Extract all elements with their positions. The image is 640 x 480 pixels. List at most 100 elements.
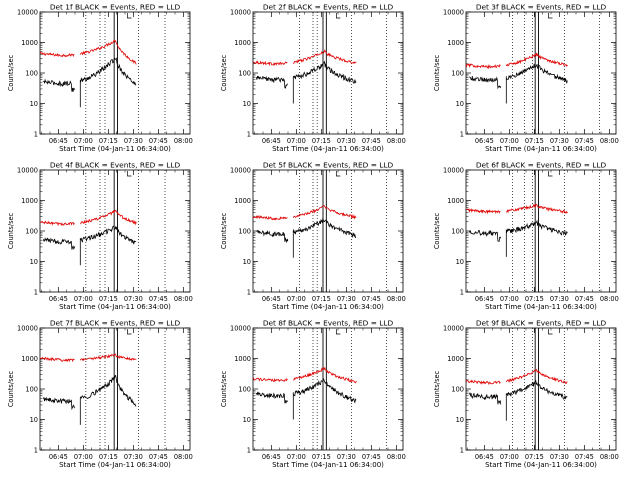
x-axis-label: Start Time (04-Jan-11 06:34:00)	[59, 461, 171, 469]
bracket-mark	[127, 329, 132, 335]
plot-frame	[465, 169, 617, 293]
panel-title: Det 8f BLACK = Events, RED = LLD	[263, 319, 394, 328]
x-axis-label: Start Time (04-Jan-11 06:34:00)	[59, 145, 171, 153]
series-red-lld	[252, 204, 357, 221]
y-tick-label: 100	[451, 69, 464, 77]
y-axis: 1 10 100 1000 10000	[230, 324, 403, 454]
x-tick-label: 07:30	[337, 453, 356, 461]
plot-frame	[39, 327, 191, 451]
series-red-lld	[252, 366, 357, 384]
x-tick-label: 07:00	[500, 137, 519, 145]
series-black-events	[256, 218, 357, 258]
y-axis: 1 10 100 1000 10000	[443, 8, 616, 138]
bracket-mark	[335, 13, 341, 19]
y-tick-label: 10000	[230, 324, 251, 332]
y-tick-label: 1	[460, 446, 464, 454]
panel-det-7: Det 7f BLACK = Events, RED = LLD 1 10 100 10…	[7, 319, 193, 470]
y-axis: 1 10 100 1000 10000	[443, 166, 616, 296]
y-tick-label: 1	[247, 446, 251, 454]
x-tick-label: 08:00	[174, 295, 193, 303]
series-black-events	[42, 225, 137, 266]
panel-title: Det 7f BLACK = Events, RED = LLD	[50, 319, 181, 328]
x-tick-label: 06:45	[262, 453, 281, 461]
x-tick-label: 07:45	[149, 137, 168, 145]
y-tick-label: 10000	[17, 8, 38, 16]
x-tick-label: 07:30	[124, 137, 143, 145]
x-tick-label: 07:15	[312, 295, 331, 303]
panel-det-3: Det 3f BLACK = Events, RED = LLD 1 10 100 10…	[433, 3, 619, 154]
y-axis-label: Counts/sec	[433, 54, 441, 91]
series-red-lld	[466, 203, 568, 215]
x-tick-label: 07:15	[312, 137, 331, 145]
y-axis: 1 10 100 1000 10000	[17, 166, 190, 296]
plot-frame	[465, 11, 617, 135]
x-tick-label: 06:45	[475, 453, 494, 461]
x-tick-label: 07:45	[575, 453, 594, 461]
x-tick-label: 08:00	[174, 453, 193, 461]
panel-det-9: Det 9f BLACK = Events, RED = LLD 1 10 100 10…	[433, 319, 619, 470]
y-axis-label: Counts/sec	[220, 212, 228, 249]
bracket-mark	[548, 171, 553, 177]
y-tick-label: 100	[25, 69, 38, 77]
x-tick-label: 06:45	[475, 295, 494, 303]
x-tick-label: 07:45	[362, 295, 381, 303]
plot-frame	[252, 11, 404, 135]
x-tick-label: 07:15	[312, 453, 331, 461]
y-axis: 1 10 100 1000 10000	[230, 8, 403, 138]
panel-title: Det 6f BLACK = Events, RED = LLD	[476, 161, 607, 170]
x-axis: 06:45 07:00 07:15 07:30 07:45 08:00	[41, 12, 193, 145]
y-tick-label: 1000	[447, 355, 464, 363]
x-tick-label: 07:45	[149, 295, 168, 303]
series-black-events	[468, 219, 568, 257]
plot-frame	[39, 11, 191, 135]
y-axis-label: Counts/sec	[433, 212, 441, 249]
x-axis-label: Start Time (04-Jan-11 06:34:00)	[272, 303, 384, 311]
x-tick-label: 08:00	[387, 453, 406, 461]
y-tick-label: 1	[34, 130, 38, 138]
x-tick-label: 08:00	[387, 295, 406, 303]
x-tick-label: 07:45	[362, 453, 381, 461]
x-axis: 06:45 07:00 07:15 07:30 07:45 08:00	[467, 328, 619, 461]
panel-det-6: Det 6f BLACK = Events, RED = LLD 1 10 100 10…	[433, 161, 619, 312]
x-tick-label: 06:45	[49, 295, 68, 303]
y-tick-label: 10000	[17, 324, 38, 332]
series-black-events	[468, 380, 568, 421]
y-tick-label: 1000	[21, 39, 38, 47]
y-tick-label: 10	[30, 100, 38, 108]
plot-frame	[252, 169, 404, 293]
panel-title: Det 9f BLACK = Events, RED = LLD	[476, 319, 607, 328]
plot-frame	[39, 169, 191, 293]
y-tick-label: 10	[30, 258, 38, 266]
x-axis: 06:45 07:00 07:15 07:30 07:45 08:00	[254, 170, 406, 303]
y-tick-label: 10	[456, 100, 464, 108]
x-tick-label: 07:00	[500, 295, 519, 303]
x-tick-label: 07:00	[287, 137, 306, 145]
y-tick-label: 1000	[234, 39, 251, 47]
panel-det-8: Det 8f BLACK = Events, RED = LLD 1 10 100 10…	[220, 319, 406, 470]
x-tick-label: 07:30	[337, 137, 356, 145]
x-axis-label: Start Time (04-Jan-11 06:34:00)	[272, 461, 384, 469]
y-tick-label: 1000	[234, 197, 251, 205]
y-tick-label: 1	[34, 288, 38, 296]
y-tick-label: 100	[25, 227, 38, 235]
x-tick-label: 07:45	[575, 295, 594, 303]
bracket-mark	[127, 171, 132, 177]
x-axis: 06:45 07:00 07:15 07:30 07:45 08:00	[254, 12, 406, 145]
bracket-mark	[127, 13, 132, 19]
x-tick-label: 07:30	[550, 137, 569, 145]
y-axis: 1 10 100 1000 10000	[17, 8, 190, 138]
panel-det-2: Det 2f BLACK = Events, RED = LLD 1 10 100 10…	[220, 3, 406, 154]
x-tick-label: 07:00	[74, 453, 93, 461]
panel-title: Det 5f BLACK = Events, RED = LLD	[263, 161, 394, 170]
x-tick-label: 07:45	[149, 453, 168, 461]
y-tick-label: 1	[460, 130, 464, 138]
x-tick-label: 07:15	[99, 137, 118, 145]
x-axis: 06:45 07:00 07:15 07:30 07:45 08:00	[254, 328, 406, 461]
y-tick-label: 10000	[230, 8, 251, 16]
panel-title: Det 3f BLACK = Events, RED = LLD	[476, 3, 607, 12]
x-axis-label: Start Time (04-Jan-11 06:34:00)	[272, 145, 384, 153]
x-tick-label: 07:15	[525, 137, 544, 145]
x-tick-label: 08:00	[387, 137, 406, 145]
series-red-lld	[465, 52, 568, 70]
